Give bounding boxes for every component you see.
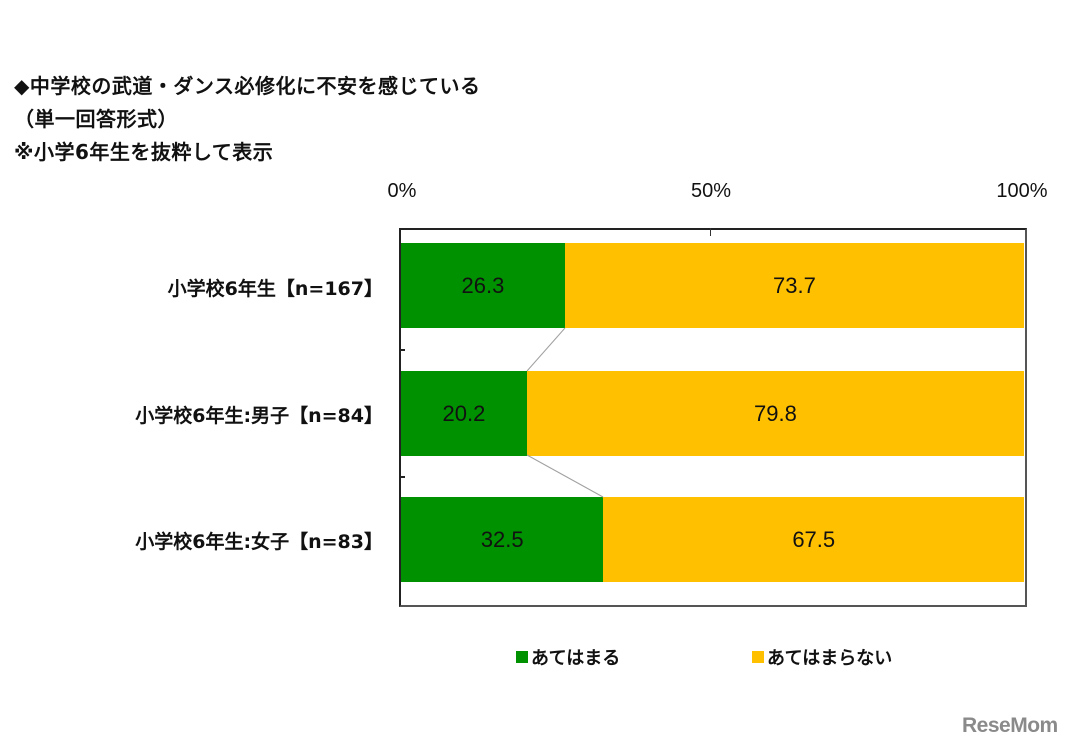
legend-swatch-green-icon <box>516 651 528 663</box>
x-tick-50: 50% <box>690 180 732 202</box>
bar-segment-yes: 26.3 <box>401 243 565 328</box>
title-line-3: ※小学6年生を抜粋して表示 <box>14 140 274 164</box>
title-line-2: （単一回答形式） <box>14 107 178 131</box>
bar-row-all: 26.3 73.7 <box>401 243 1024 328</box>
bar-segment-yes: 20.2 <box>401 371 527 456</box>
row-label-boys: 小学校6年生:男子【n=84】 <box>135 405 383 427</box>
bar-segment-no: 67.5 <box>603 497 1024 582</box>
legend-label-yes: あてはまる <box>531 648 621 669</box>
bar-row-girls: 32.5 67.5 <box>401 497 1024 582</box>
legend-swatch-yellow-icon <box>752 651 764 663</box>
resemom-logo: ReseMom <box>962 714 1058 737</box>
title-line-1: ◆中学校の武道・ダンス必修化に不安を感じている <box>14 74 481 98</box>
legend-item-no: あてはまらない <box>752 644 892 670</box>
row-label-girls: 小学校6年生:女子【n=83】 <box>135 531 383 553</box>
bar-segment-yes: 32.5 <box>401 497 604 582</box>
y-axis-tick <box>399 349 405 351</box>
x-tick-100: 100% <box>996 180 1048 202</box>
bar-segment-no: 73.7 <box>564 243 1024 328</box>
y-axis-tick <box>399 476 405 478</box>
row-label-all: 小学校6年生【n=167】 <box>167 278 383 300</box>
bar-row-boys: 20.2 79.8 <box>401 371 1024 456</box>
legend-item-yes: あてはまる <box>516 644 620 670</box>
x-tick-0: 0% <box>387 180 417 202</box>
bar-segment-no: 79.8 <box>526 371 1024 456</box>
plot-area <box>399 228 1027 607</box>
legend-label-no: あてはまらない <box>767 648 893 669</box>
x-axis-mid-tick <box>710 228 711 236</box>
